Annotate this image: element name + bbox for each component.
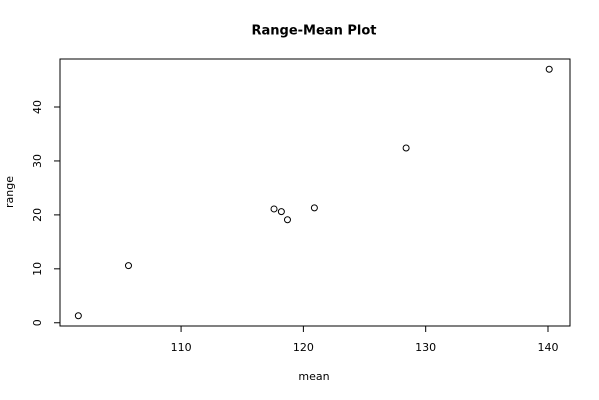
point xyxy=(402,144,410,152)
point xyxy=(283,216,291,224)
y-tick-label: 10 xyxy=(31,262,44,276)
y-axis-label: range xyxy=(3,176,16,208)
point xyxy=(74,312,82,320)
x-tick-label: 140 xyxy=(537,341,558,354)
point xyxy=(124,262,132,270)
x-tick-label: 110 xyxy=(171,341,192,354)
point xyxy=(270,205,278,213)
chart-title: Range-Mean Plot xyxy=(252,24,377,39)
plot-frame xyxy=(59,58,571,327)
y-tick-label: 20 xyxy=(31,208,44,222)
point xyxy=(310,204,318,212)
y-tick-label: 30 xyxy=(31,154,44,168)
x-axis-label: mean xyxy=(298,370,329,383)
x-tick-label: 120 xyxy=(293,341,314,354)
point xyxy=(277,208,285,216)
x-tick-label: 130 xyxy=(415,341,436,354)
y-tick-label: 40 xyxy=(31,100,44,114)
y-tick-label: 0 xyxy=(31,319,44,326)
point xyxy=(545,65,553,73)
